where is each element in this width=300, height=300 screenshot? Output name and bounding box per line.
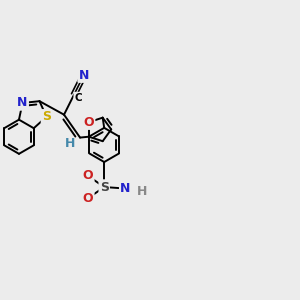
Text: H: H <box>64 137 75 150</box>
Text: H: H <box>136 185 147 198</box>
Text: O: O <box>83 192 93 205</box>
Text: N: N <box>120 182 130 195</box>
Text: N: N <box>79 69 89 82</box>
Text: S: S <box>100 181 109 194</box>
Text: S: S <box>42 110 51 123</box>
Text: O: O <box>83 116 94 129</box>
Text: N: N <box>17 97 28 110</box>
Text: C: C <box>74 93 82 103</box>
Text: O: O <box>83 169 93 182</box>
